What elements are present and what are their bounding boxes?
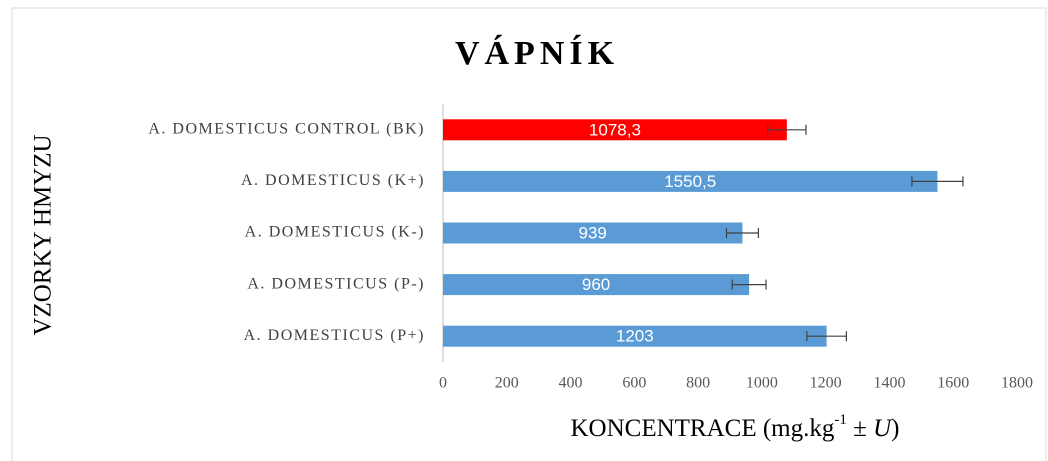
bar <box>443 170 938 192</box>
x-axis-label-part: KONCENTRACE (mg.kg <box>570 415 834 442</box>
x-tick-label: 0 <box>439 375 447 392</box>
x-tick-label: 1400 <box>873 375 905 392</box>
x-axis-label-part: U <box>873 415 893 442</box>
value-label: 1078,3 <box>589 120 641 139</box>
error-bar <box>725 228 759 238</box>
x-tick-label: 600 <box>622 375 646 392</box>
x-tick-label: 1600 <box>937 375 969 392</box>
x-tick-label: 800 <box>686 375 710 392</box>
y-tick-label: A. DOMESTICUS (P+) <box>244 327 425 344</box>
bar <box>443 119 787 141</box>
x-tick-label: 1800 <box>1001 375 1033 392</box>
error-bar <box>731 279 767 290</box>
value-label: 1203 <box>616 327 654 346</box>
x-axis-label-part: ) <box>891 415 899 442</box>
bar <box>443 325 827 347</box>
y-tick-label: A. DOMESTICUS CONTROL (BK) <box>148 120 425 137</box>
bar <box>443 222 743 244</box>
x-tick-label: 1000 <box>746 375 778 392</box>
x-tick-label: 400 <box>559 375 583 392</box>
x-tick-label: 1200 <box>810 375 842 392</box>
y-axis-label: VZORKY HMYZU <box>30 134 57 335</box>
y-tick-label: A. DOMESTICUS (K+) <box>241 172 425 189</box>
chart-title: VÁPNÍK <box>455 35 619 72</box>
y-tick-label: A. DOMESTICUS (P-) <box>247 275 425 292</box>
chart-frame <box>11 7 1047 461</box>
x-axis-label-part: -1 <box>834 412 847 428</box>
error-bar <box>806 331 847 342</box>
error-bar <box>911 176 964 187</box>
value-label: 1550,5 <box>664 172 716 191</box>
x-tick-label: 200 <box>495 375 519 392</box>
y-tick-label: A. DOMESTICUS (K-) <box>245 224 425 241</box>
x-axis-label-part: ± <box>847 415 873 442</box>
bar <box>443 274 750 296</box>
value-label: 939 <box>579 223 607 242</box>
x-axis-label: KONCENTRACE (mg.kg-1 ± U) <box>570 412 899 441</box>
value-label: 960 <box>582 275 610 294</box>
error-bar <box>767 124 807 135</box>
